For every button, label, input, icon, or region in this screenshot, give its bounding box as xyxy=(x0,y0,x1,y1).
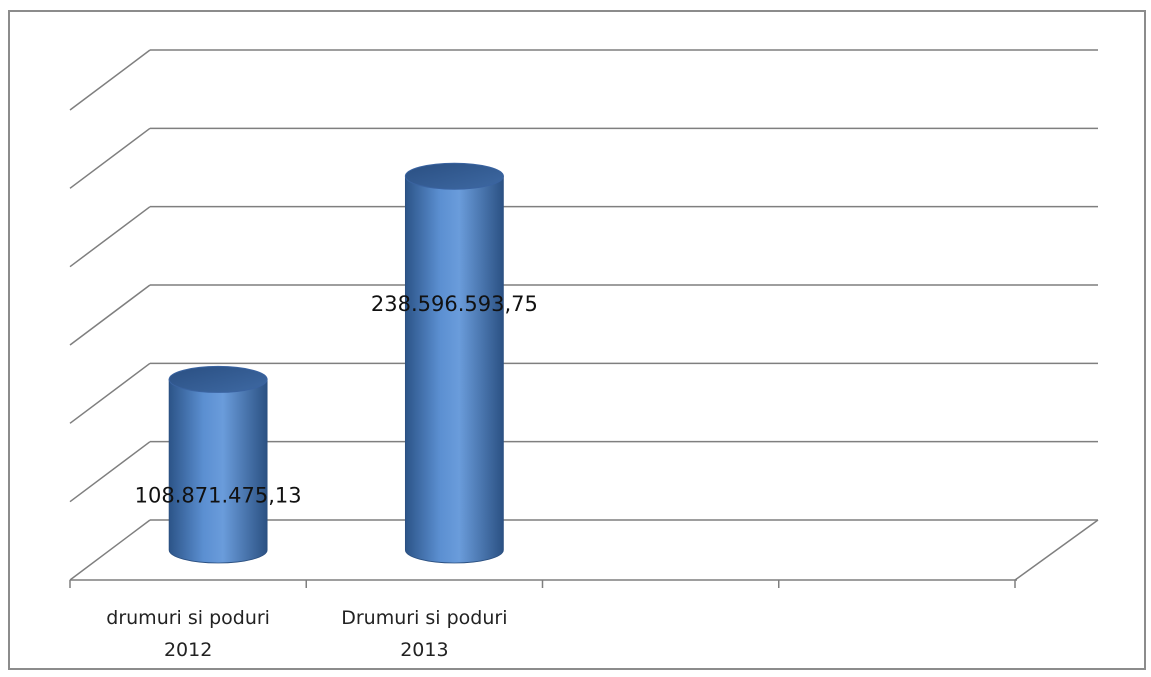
gridlines xyxy=(69,49,1099,581)
bar-body xyxy=(168,379,268,564)
x-tick-label: 2013 xyxy=(400,639,448,661)
gridline-side xyxy=(69,49,151,111)
bar-body xyxy=(404,175,504,564)
x-tick-label: 2012 xyxy=(164,639,212,661)
gridline-side xyxy=(69,284,151,346)
gridline-side xyxy=(69,362,151,424)
x-tick-label: drumuri si poduri xyxy=(106,607,270,629)
bar-top xyxy=(404,162,504,190)
bar xyxy=(404,162,504,564)
x-axis: drumuri si poduri 2012 Drumuri si poduri 20… xyxy=(69,579,1017,661)
data-label: 238.596.593,75 xyxy=(371,292,538,316)
gridline-side xyxy=(69,127,151,189)
gridline-side xyxy=(69,519,151,581)
gridline-side xyxy=(69,441,151,503)
bars xyxy=(168,162,504,564)
x-tick-label: Drumuri si poduri xyxy=(341,607,507,629)
floor-edge xyxy=(1014,519,1099,581)
gridline-side xyxy=(69,206,151,268)
data-label: 108.871.475,13 xyxy=(135,484,302,508)
bar-top xyxy=(168,365,268,393)
data-labels: 108.871.475,13 238.596.593,75 xyxy=(135,292,538,508)
bar xyxy=(168,365,268,564)
